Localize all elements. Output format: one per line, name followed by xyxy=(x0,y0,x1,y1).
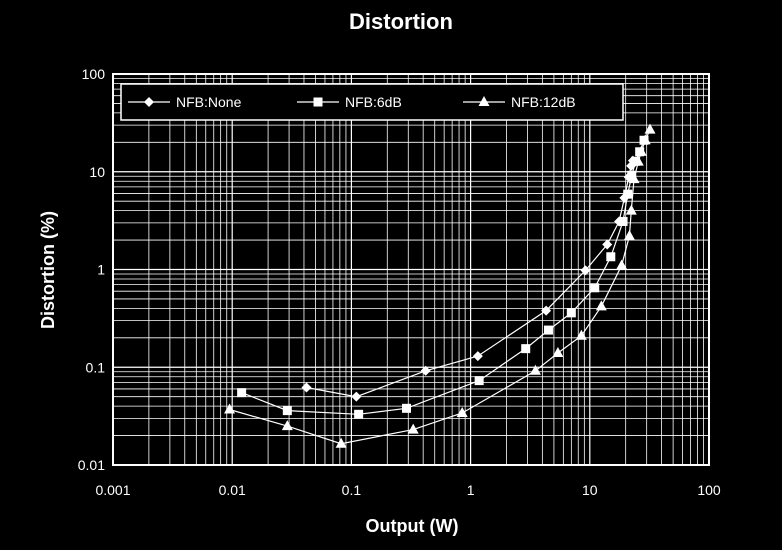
x-tick-label: 1 xyxy=(467,482,475,498)
data-point-nfb-6db xyxy=(623,189,633,199)
data-point-nfb-12db xyxy=(625,204,637,215)
data-point-nfb-6db xyxy=(237,388,247,398)
data-point-nfb-6db xyxy=(618,216,628,226)
y-tick-label: 100 xyxy=(82,66,106,82)
data-point-nfb-6db xyxy=(543,325,553,335)
data-point-nfb-6db xyxy=(521,344,531,354)
x-tick-label: 100 xyxy=(697,482,721,498)
data-point-nfb-12db xyxy=(639,134,651,145)
data-point-nfb-12db xyxy=(456,407,468,418)
data-point-nfb-12db xyxy=(635,145,647,156)
plot-area-frame xyxy=(112,73,710,466)
data-point-nfb-12db xyxy=(575,329,587,340)
legend-marker-nfb-12db xyxy=(478,96,490,106)
x-axis-label: Output (W) xyxy=(366,516,459,536)
data-point-nfb-12db xyxy=(623,230,635,241)
data-point-nfb-none xyxy=(602,239,613,250)
tick-labels: 0.001 0.01 0.1 1 10 100 0.01 0.1 1 10 100 xyxy=(78,66,721,498)
legend: NFB:None NFB:6dB NFB:12dB xyxy=(120,83,624,121)
data-point-nfb-6db xyxy=(606,252,616,262)
data-point-nfb-12db xyxy=(632,155,644,166)
data-point-nfb-6db xyxy=(402,403,412,413)
y-tick-label: 1 xyxy=(97,262,105,278)
x-tick-label: 0.1 xyxy=(342,482,362,498)
data-point-nfb-12db xyxy=(281,420,293,431)
data-point-nfb-6db xyxy=(474,376,484,386)
x-tick-label: 0.01 xyxy=(219,482,246,498)
data-point-nfb-12db xyxy=(529,364,541,375)
data-point-nfb-6db xyxy=(590,283,600,293)
data-point-nfb-12db xyxy=(628,173,640,184)
data-point-nfb-none xyxy=(420,365,431,376)
data-point-nfb-12db xyxy=(335,437,347,448)
series-nfb-12db xyxy=(224,123,656,448)
y-tick-label: 10 xyxy=(89,164,105,180)
chart-title: Distortion xyxy=(349,9,453,34)
data-point-nfb-none xyxy=(580,265,591,276)
data-point-nfb-12db xyxy=(616,259,628,270)
data-point-nfb-6db xyxy=(566,308,576,318)
data-point-nfb-none xyxy=(541,305,552,316)
series-layer xyxy=(224,123,656,448)
data-point-nfb-none xyxy=(472,351,483,362)
legend-box xyxy=(120,83,624,121)
data-point-nfb-6db xyxy=(627,170,637,180)
data-point-nfb-12db xyxy=(644,123,656,134)
legend-label-nfb-none: NFB:None xyxy=(176,94,242,110)
series-line-nfb-6db xyxy=(241,140,645,415)
legend-label-nfb-6db: NFB:6dB xyxy=(345,94,402,110)
x-tick-label: 0.001 xyxy=(95,482,130,498)
y-axis-label: Distortion (%) xyxy=(38,211,58,329)
data-point-nfb-none xyxy=(351,391,362,402)
y-tick-label: 0.1 xyxy=(86,359,106,375)
data-point-nfb-12db xyxy=(595,300,607,311)
legend-marker-nfb-none xyxy=(144,97,154,107)
x-tick-label: 10 xyxy=(582,482,598,498)
data-point-nfb-6db xyxy=(354,409,364,419)
legend-label-nfb-12db: NFB:12dB xyxy=(511,94,576,110)
data-point-nfb-12db xyxy=(224,403,236,414)
data-point-nfb-12db xyxy=(552,346,564,357)
data-point-nfb-none xyxy=(301,382,312,393)
legend-marker-nfb-6db xyxy=(313,97,323,107)
data-point-nfb-6db xyxy=(282,406,292,416)
data-point-nfb-12db xyxy=(407,423,419,434)
y-tick-label: 0.01 xyxy=(78,457,105,473)
